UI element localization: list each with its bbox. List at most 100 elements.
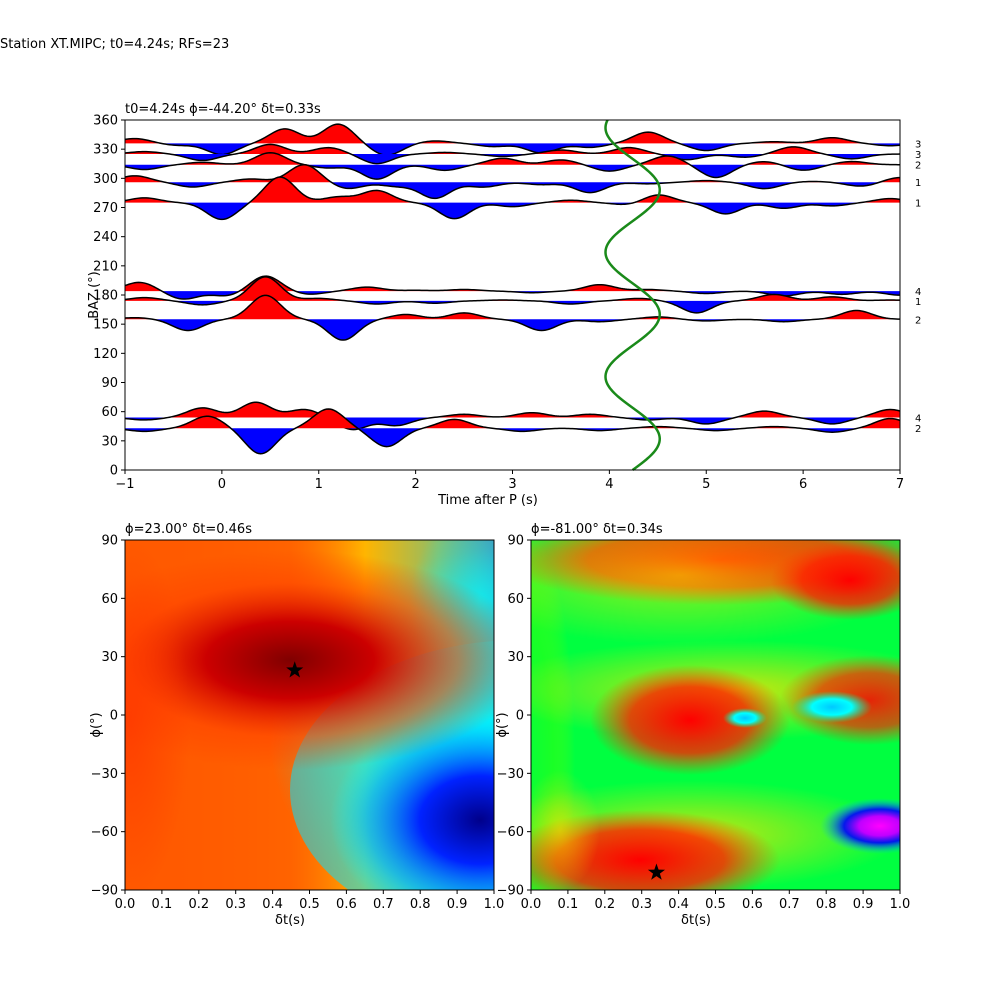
x-tick-label: 0.8 xyxy=(410,897,431,912)
y-tick-label: −30 xyxy=(497,767,524,782)
rf-positive-fill xyxy=(125,276,900,292)
rf-positive-fill xyxy=(125,124,900,144)
waveform-title: t0=4.24s ϕ=-44.20° δt=0.33s xyxy=(125,102,321,117)
heatmap-left-field xyxy=(125,540,494,890)
y-tick-label: 60 xyxy=(507,592,524,607)
best-fit-star-right xyxy=(647,863,666,880)
rf-negative-fill xyxy=(125,164,900,180)
rf-trace xyxy=(125,123,900,156)
rf-negative-fill xyxy=(125,182,900,199)
y-tick-label: 90 xyxy=(101,376,118,391)
y-tick-label: 180 xyxy=(93,289,118,304)
x-tick-label: 0.3 xyxy=(225,897,246,912)
x-tick-label: 0.7 xyxy=(373,897,394,912)
x-tick-label: 7 xyxy=(896,477,904,492)
rf-trace xyxy=(125,276,900,314)
rf-trace xyxy=(125,176,900,221)
y-tick-label: 210 xyxy=(93,259,118,274)
heatmap-left: 0.0 0.1 0.2 0.3 0.4 0.5 0.6 0.7 0.8 0.9 1.0 −90 −60… xyxy=(89,522,505,928)
rf-negative-fill xyxy=(125,417,900,430)
y-tick-label: 0 xyxy=(110,464,118,479)
x-tick-label: 1.0 xyxy=(890,897,911,912)
y-tick-label: 330 xyxy=(93,143,118,158)
y-tick-label: 30 xyxy=(101,650,118,665)
y-tick-label: −30 xyxy=(91,767,118,782)
heatmap-right-y-label: ϕ(°) xyxy=(495,712,510,737)
x-tick-label: 0.6 xyxy=(336,897,357,912)
y-tick-label: −60 xyxy=(91,825,118,840)
trace-count-label: 1 xyxy=(915,178,921,189)
heatmap-left-title: ϕ=23.00° δt=0.46s xyxy=(125,522,252,537)
x-tick-label: −1 xyxy=(115,477,134,492)
x-tick-label: 0.5 xyxy=(705,897,726,912)
x-tick-label: 0.9 xyxy=(853,897,874,912)
y-tick-label: 60 xyxy=(101,405,118,420)
y-tick-label: 270 xyxy=(93,201,118,216)
rf-trace xyxy=(125,294,900,341)
rf-positive-fill xyxy=(125,177,900,203)
rf-positive-fill xyxy=(125,295,900,320)
x-tick-label: 0.4 xyxy=(668,897,689,912)
y-tick-label: 30 xyxy=(101,434,118,449)
best-fit-star-left xyxy=(286,661,304,678)
x-tick-label: 0.8 xyxy=(816,897,837,912)
rf-trace-line xyxy=(125,123,900,156)
rf-trace-line xyxy=(125,143,900,165)
y-tick-label: 240 xyxy=(93,230,118,245)
trace-count-label: 3 xyxy=(915,139,921,150)
trace-count-label: 3 xyxy=(915,150,921,161)
y-tick-label: 90 xyxy=(507,534,524,549)
heatmap-right-title: ϕ=-81.00° δt=0.34s xyxy=(531,522,663,537)
heatmap-right-x-label: δt(s) xyxy=(681,913,711,928)
trace-count-label: 2 xyxy=(915,315,921,326)
x-tick-label: 1 xyxy=(315,477,323,492)
rf-positive-fill xyxy=(125,144,900,155)
rf-trace-line xyxy=(125,294,900,341)
y-tick-label: 300 xyxy=(93,172,118,187)
x-tick-label: 2 xyxy=(411,477,419,492)
x-tick-label: 0.2 xyxy=(188,897,209,912)
waveform-traces xyxy=(125,123,900,455)
heatmap-left-y-label: ϕ(°) xyxy=(89,712,104,737)
rf-trace-line xyxy=(125,176,900,221)
heatmap-right-x-ticks: 0.0 0.1 0.2 0.3 0.4 0.5 0.6 0.7 0.8 0.9 1.0 xyxy=(521,890,911,912)
rf-trace xyxy=(125,143,900,165)
y-tick-label: −90 xyxy=(91,884,118,899)
rf-trace xyxy=(125,151,900,180)
x-tick-label: 0.4 xyxy=(262,897,283,912)
trace-count-label: 1 xyxy=(915,199,921,210)
rf-trace-line xyxy=(125,276,900,314)
x-tick-label: 0.0 xyxy=(521,897,542,912)
waveform-panel: −1 0 1 2 3 4 5 6 7 03060901201501802102402703003… xyxy=(87,102,921,508)
x-tick-label: 0.7 xyxy=(779,897,800,912)
trace-count-label: 2 xyxy=(915,424,921,435)
trace-count-label: 2 xyxy=(915,161,921,172)
heatmap-right: 0.0 0.1 0.2 0.3 0.4 0.5 0.6 0.7 0.8 0.9 1.0 −90 −60… xyxy=(495,522,911,928)
heatmap-left-x-ticks: 0.0 0.1 0.2 0.3 0.4 0.5 0.6 0.7 0.8 0.9 1.0 xyxy=(115,890,505,912)
heatmap-right-field xyxy=(531,540,900,890)
trace-count-label: 4 xyxy=(915,287,921,298)
trace-count-label: 4 xyxy=(915,414,921,425)
rf-positive-fill xyxy=(125,276,900,301)
y-tick-label: 0 xyxy=(516,709,524,724)
x-tick-label: 0.3 xyxy=(631,897,652,912)
x-tick-label: 4 xyxy=(605,477,613,492)
x-tick-label: 0.1 xyxy=(152,897,173,912)
heatmap-left-y-ticks: −90 −60 −30 0 30 60 90 xyxy=(91,534,125,899)
rf-positive-fill xyxy=(125,164,900,183)
rf-trace-line xyxy=(125,408,900,455)
y-tick-label: −90 xyxy=(497,884,524,899)
figure-suptitle: Station XT.MIPC; t0=4.24s; RFs=23 xyxy=(0,37,230,52)
y-tick-label: 360 xyxy=(93,114,118,129)
x-tick-label: 1.0 xyxy=(484,897,505,912)
t0-curve xyxy=(604,119,662,472)
rf-trace-line xyxy=(125,401,900,431)
waveform-y-label: BAZ (°) xyxy=(87,271,102,319)
rf-trace xyxy=(125,408,900,455)
heatmap-left-x-label: δt(s) xyxy=(275,913,305,928)
rf-trace-line xyxy=(125,163,900,200)
x-tick-label: 0.9 xyxy=(447,897,468,912)
y-tick-label: 0 xyxy=(110,709,118,724)
